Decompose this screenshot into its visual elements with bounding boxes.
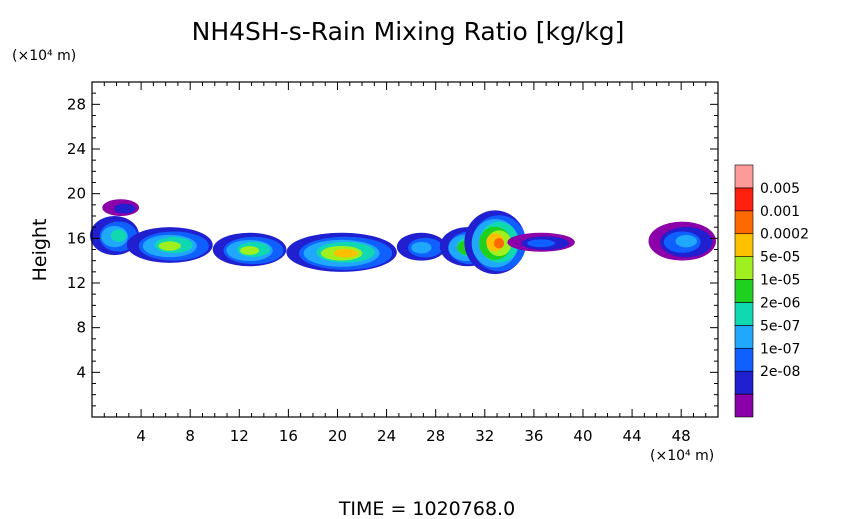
colorbar-label: 5e-07 xyxy=(760,318,800,334)
x-tick-label: 48 xyxy=(672,427,691,445)
colorbar-label: 1e-07 xyxy=(760,341,800,357)
colorbar-swatch xyxy=(734,279,754,303)
chart-title: NH4SH-s-Rain Mixing Ratio [kg/kg] xyxy=(192,17,625,46)
colorbar-swatch xyxy=(734,233,754,257)
y-tick-label: 4 xyxy=(76,363,86,381)
contour-field xyxy=(90,199,717,275)
contour-region-4-level-7 xyxy=(333,249,358,258)
colorbar-swatch xyxy=(734,210,754,235)
colorbar-swatch xyxy=(734,393,754,418)
y-axis-unit: (×10⁴ m) xyxy=(12,48,76,64)
contour-region-3-level-6 xyxy=(240,246,260,255)
colorbar: 0.005 0.001 0.0002 5e-05 1e-05 2e-06 5e-07 1e-0… xyxy=(734,164,809,418)
y-axis-label: Height xyxy=(29,219,51,282)
contour-region-7-level-8 xyxy=(493,237,505,249)
colorbar-label: 5e-05 xyxy=(760,250,800,266)
colorbar-swatch xyxy=(734,256,754,280)
x-tick-label: 20 xyxy=(328,427,347,445)
x-axis: 4 8 12 16 20 24 28 32 36 40 44 48 xyxy=(103,82,707,445)
contour-region-2-level-6 xyxy=(158,241,181,251)
y-tick-label: 28 xyxy=(67,95,86,113)
x-tick-label: 44 xyxy=(623,427,642,445)
x-tick-label: 4 xyxy=(136,427,146,445)
contour-region-1-level-1 xyxy=(113,203,136,214)
colorbar-label: 1e-05 xyxy=(760,273,800,289)
colorbar-label: 0.0002 xyxy=(760,227,809,243)
x-tick-label: 24 xyxy=(377,427,396,445)
colorbar-swatch xyxy=(734,164,754,189)
colorbar-label: 2e-08 xyxy=(760,364,800,380)
colorbar-label: 2e-06 xyxy=(760,295,800,311)
contour-region-9-level-3 xyxy=(675,234,697,248)
contour-region-5-level-3 xyxy=(411,241,432,254)
y-tick-label: 16 xyxy=(67,229,86,247)
x-axis-unit: (×10⁴ m) xyxy=(650,448,714,464)
y-axis: 4 8 12 16 20 24 28 xyxy=(67,92,718,407)
contour-region-0-level-4 xyxy=(110,229,127,242)
colorbar-label: 0.001 xyxy=(760,204,800,220)
colorbar-swatch xyxy=(734,370,754,395)
x-tick-label: 16 xyxy=(279,427,298,445)
y-tick-label: 20 xyxy=(67,185,86,203)
y-tick-label: 12 xyxy=(67,274,86,292)
colorbar-swatch xyxy=(734,325,754,349)
colorbar-swatch xyxy=(734,347,754,372)
x-tick-label: 28 xyxy=(426,427,445,445)
x-tick-label: 36 xyxy=(524,427,543,445)
y-tick-label: 8 xyxy=(76,319,86,337)
x-tick-label: 8 xyxy=(185,427,195,445)
contour-region-8-level-2 xyxy=(527,239,555,248)
colorbar-swatch xyxy=(734,187,754,212)
x-tick-label: 40 xyxy=(573,427,592,445)
x-tick-label: 32 xyxy=(475,427,494,445)
colorbar-label: 0.005 xyxy=(760,181,800,197)
y-tick-label: 24 xyxy=(67,140,86,158)
time-label: TIME = 1020768.0 xyxy=(338,498,515,519)
colorbar-swatch xyxy=(734,302,754,326)
x-tick-label: 12 xyxy=(230,427,249,445)
